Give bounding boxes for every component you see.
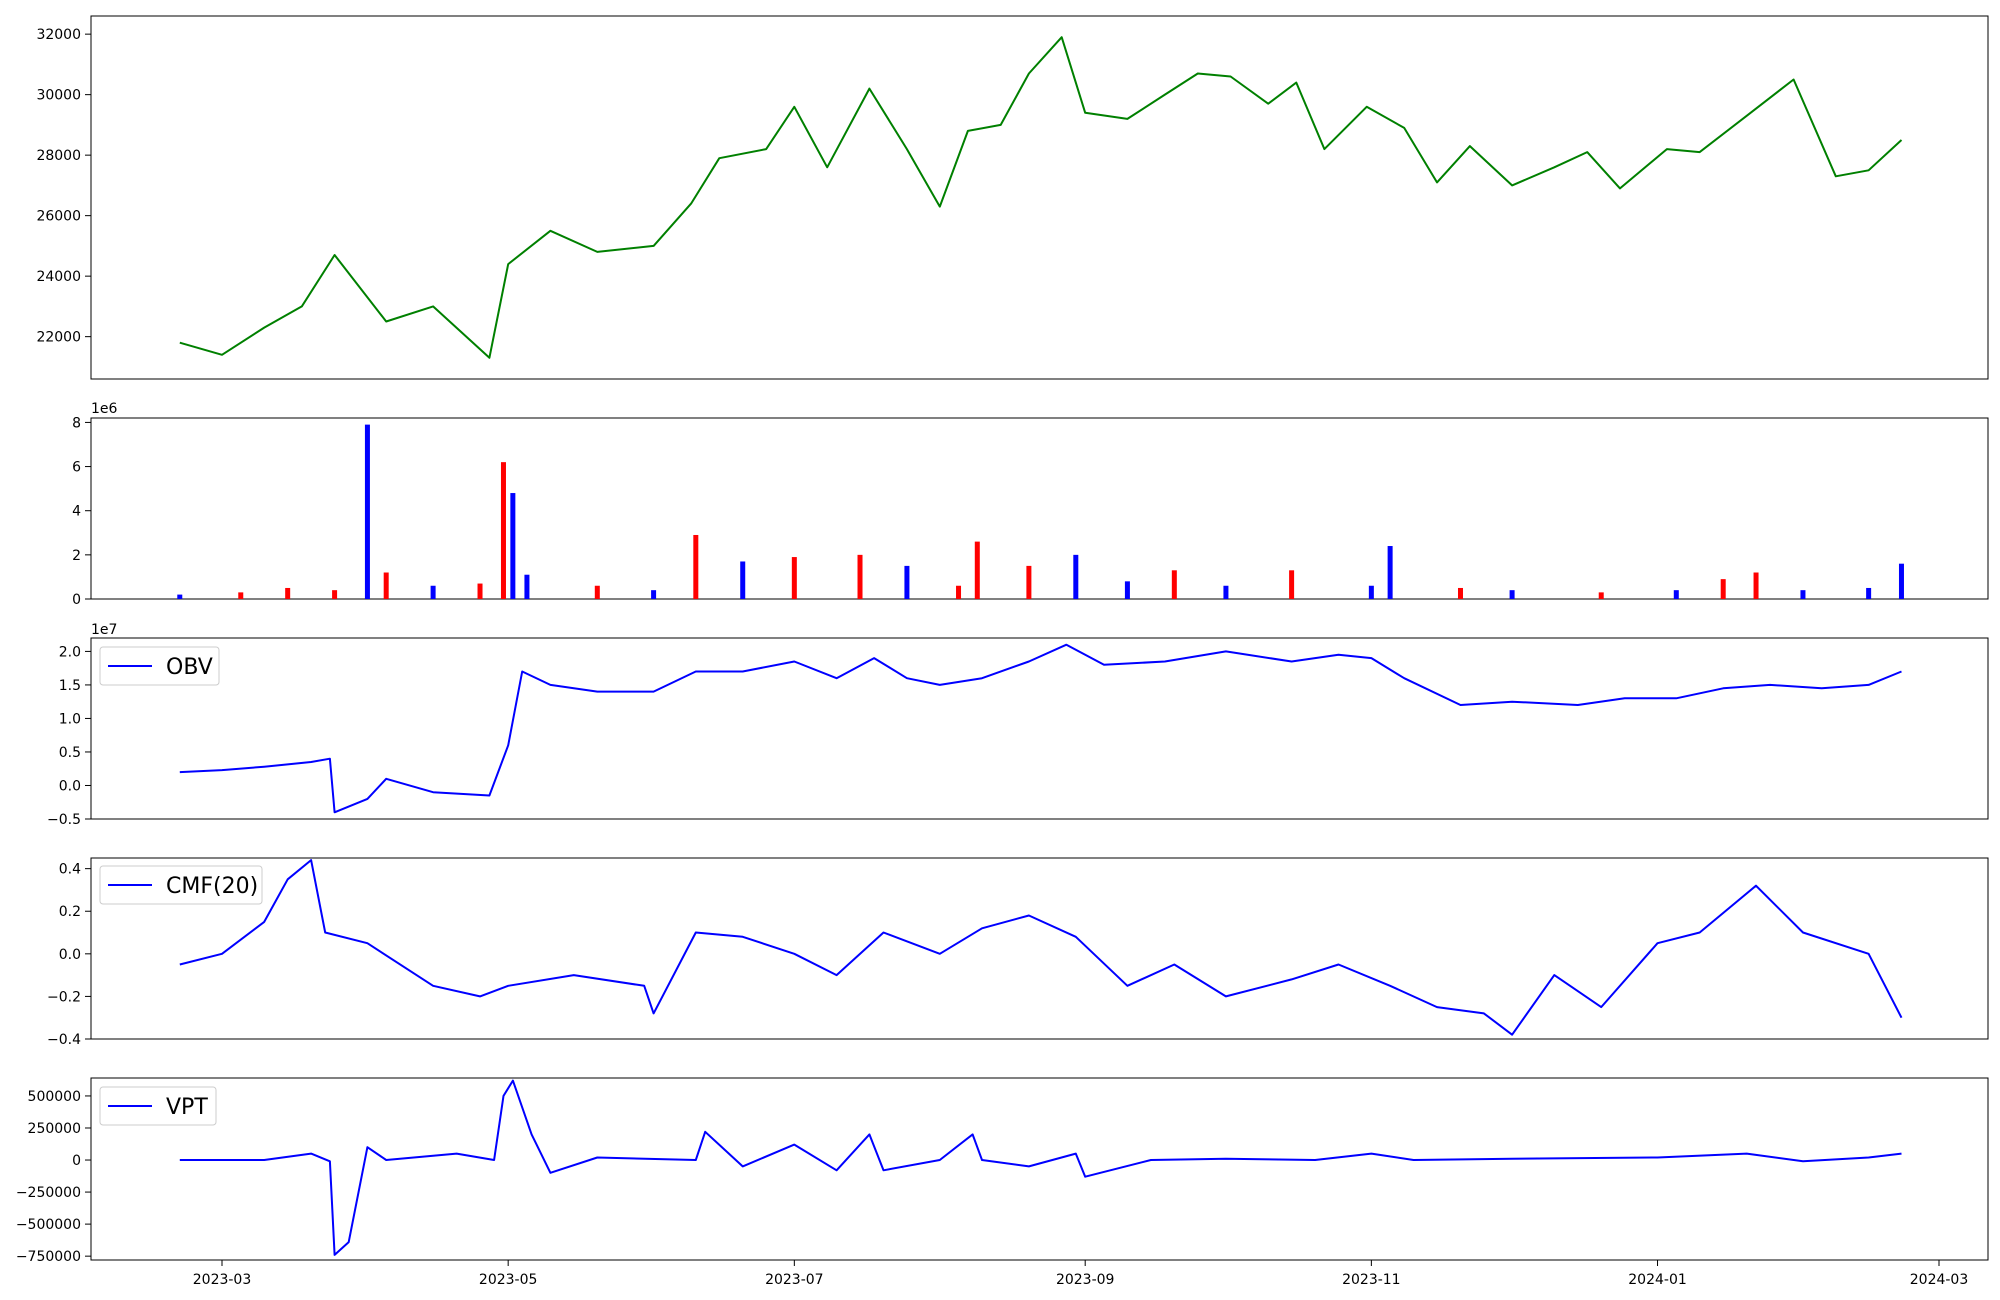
- volume-bar: [1457, 587, 1463, 599]
- date-xtick-label: 2023-05: [479, 1272, 538, 1288]
- obv-ytick-label: 1.0: [59, 711, 81, 727]
- volume-ytick-label: 0: [72, 592, 81, 608]
- cmf-legend-label: CMF(20): [166, 874, 258, 899]
- cmf-legend: CMF(20): [99, 865, 263, 905]
- cmf-ytick-label: 0.4: [59, 862, 81, 878]
- volume-bar: [974, 541, 980, 599]
- volume-bar: [1866, 587, 1872, 599]
- price-ytick-label: 28000: [36, 148, 81, 164]
- cmf-ytick-label: −0.2: [47, 989, 81, 1005]
- volume-bar: [791, 557, 797, 599]
- volume-plot-frame: [90, 417, 1989, 600]
- volume-bar: [1289, 570, 1295, 599]
- date-xtick-label: 2023-11: [1342, 1272, 1401, 1288]
- vpt-ytick-label: 0: [72, 1153, 81, 1169]
- panel-obv: 1e7 −0.5 0.0 0.5 1.0 1.5 2.0 OBV: [47, 622, 1989, 828]
- volume-bar: [1598, 592, 1604, 599]
- volume-bar: [651, 590, 657, 599]
- cmf-ytick-label: 0.0: [59, 947, 81, 963]
- panel-volume: 1e6 0 2 4 6 8: [72, 401, 1989, 608]
- price-series-line: [179, 36, 1903, 359]
- volume-bar: [857, 554, 863, 599]
- cmf-ytick-label: −0.4: [47, 1032, 81, 1048]
- volume-ytick-label: 4: [72, 504, 81, 520]
- obv-ytick-label: 0.0: [59, 778, 81, 794]
- volume-bar: [693, 534, 699, 599]
- volume-bar: [510, 493, 516, 599]
- volume-bar: [1368, 585, 1374, 599]
- obv-ytick-label: −0.5: [47, 812, 81, 828]
- volume-bar: [524, 574, 530, 599]
- volume-bar: [1673, 590, 1679, 599]
- volume-offset-text: 1e6: [91, 401, 118, 417]
- volume-bar: [904, 565, 910, 599]
- date-xtick-label: 2024-03: [1910, 1272, 1969, 1288]
- volume-bar: [177, 594, 183, 599]
- volume-bar: [285, 587, 291, 599]
- volume-bar: [1720, 579, 1726, 599]
- price-ytick-label: 30000: [36, 88, 81, 104]
- date-xtick-label: 2023-07: [765, 1272, 824, 1288]
- volume-bar: [1026, 565, 1032, 599]
- volume-bar: [740, 561, 746, 599]
- volume-bar: [1124, 581, 1130, 599]
- volume-bar: [364, 424, 370, 599]
- vpt-ytick-label: −500000: [16, 1217, 81, 1233]
- price-ytick-label: 32000: [36, 27, 81, 43]
- vpt-ytick-label: 250000: [28, 1121, 81, 1137]
- date-xtick-label: 2023-09: [1056, 1272, 1115, 1288]
- volume-ytick-label: 2: [72, 548, 81, 564]
- volume-bar: [430, 585, 436, 599]
- volume-bar: [383, 572, 389, 599]
- obv-legend-label: OBV: [166, 655, 213, 680]
- volume-bar: [956, 585, 962, 599]
- volume-bar: [1800, 590, 1806, 599]
- cmf-legend-box: [99, 865, 263, 905]
- panel-price: 22000 24000 26000 28000 30000 32000: [36, 15, 1989, 380]
- panel-vpt: −750000 −500000 −250000 0 250000 500000 2023-…: [16, 1077, 1989, 1288]
- cmf-plot-frame: [90, 857, 1989, 1040]
- vpt-ytick-label: −250000: [16, 1185, 81, 1201]
- price-plot-frame: [90, 15, 1989, 380]
- obv-series-line: [179, 643, 1902, 814]
- volume-bar: [1898, 563, 1904, 599]
- obv-ytick-label: 2.0: [59, 644, 81, 660]
- vpt-legend-label: VPT: [166, 1095, 208, 1120]
- volume-bar: [1753, 572, 1759, 599]
- vpt-legend: VPT: [99, 1086, 217, 1126]
- obv-plot-frame: [90, 637, 1989, 820]
- volume-bar: [1387, 546, 1393, 599]
- volume-bar: [1509, 590, 1515, 599]
- volume-ytick-label: 6: [72, 460, 81, 476]
- obv-legend-box: [99, 646, 220, 686]
- price-ytick-label: 22000: [36, 330, 81, 346]
- vpt-plot-frame: [90, 1077, 1989, 1261]
- volume-bar: [1171, 570, 1177, 599]
- volume-bar: [477, 583, 483, 599]
- cmf-ytick-label: 0.2: [59, 904, 81, 920]
- vpt-legend-box: [99, 1086, 217, 1126]
- obv-legend: OBV: [99, 646, 220, 686]
- volume-bar: [500, 462, 506, 599]
- vpt-series-line: [179, 1079, 1902, 1256]
- panel-cmf: −0.4 −0.2 0.0 0.2 0.4 CMF(20): [47, 857, 1989, 1048]
- price-ytick-label: 24000: [36, 269, 81, 285]
- price-ytick-label: 26000: [36, 209, 81, 225]
- volume-bar: [1223, 585, 1229, 599]
- vpt-ytick-label: 500000: [28, 1089, 81, 1105]
- obv-ytick-label: 1.5: [59, 678, 81, 694]
- volume-bar: [1073, 554, 1079, 599]
- volume-bar: [238, 592, 244, 599]
- volume-ytick-label: 8: [72, 415, 81, 431]
- obv-offset-text: 1e7: [91, 622, 117, 638]
- obv-ytick-label: 0.5: [59, 745, 81, 761]
- cmf-series-line: [179, 859, 1903, 1036]
- date-xtick-label: 2023-03: [193, 1272, 252, 1288]
- vpt-ytick-label: −750000: [16, 1249, 81, 1265]
- date-xtick-label: 2024-01: [1628, 1272, 1687, 1288]
- volume-bar: [332, 590, 338, 599]
- volume-bar: [594, 585, 600, 599]
